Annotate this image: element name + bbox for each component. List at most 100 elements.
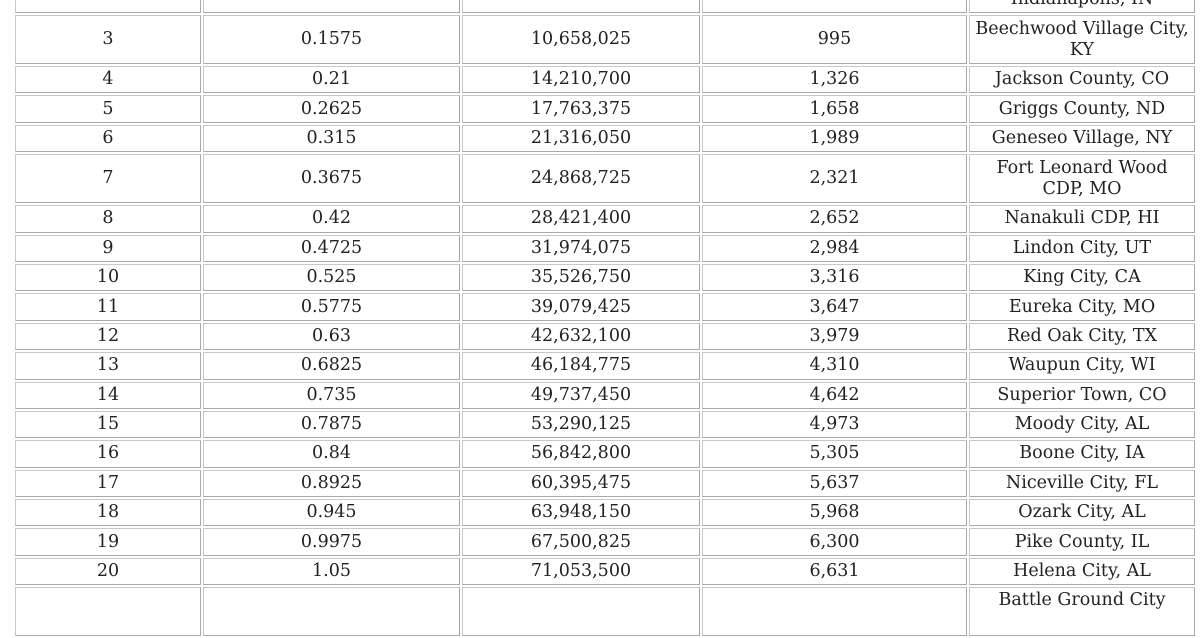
row-number-cell: 7 [15,154,201,204]
value-b-cell: 60,395,475 [462,469,700,498]
table-row: 16 0.84 56,842,800 5,305 Boone City, IA [15,440,1195,468]
value-a-cell: 0.84 [203,440,460,468]
table-row: 17 0.8925 60,395,475 5,637 Niceville City, F… [15,469,1195,498]
row-number-cell [15,0,201,13]
value-c-cell: 3,647 [702,293,967,321]
row-number-cell: 16 [15,440,201,468]
value-b-cell: 35,526,750 [462,263,700,292]
place-cell: Pike County, IL [969,528,1195,556]
place-cell: Lindon City, UT [969,234,1195,262]
table-row: 19 0.9975 67,500,825 6,300 Pike County, IL [15,528,1195,556]
value-b-cell [462,0,700,13]
place-cell: Red Oak City, TX [969,322,1195,351]
value-b-cell: 39,079,425 [462,293,700,321]
place-cell: Superior Town, CO [969,381,1195,409]
value-a-cell: 0.3675 [203,154,460,204]
value-a-cell: 0.63 [203,322,460,351]
table-row: 8 0.42 28,421,400 2,652 Nanakuli CDP, HI [15,205,1195,233]
place-cell: Beechwood Village City, KY [969,15,1195,64]
value-c-cell: 2,652 [702,205,967,233]
place-cell: Indianapolis, IN [969,0,1195,13]
row-number-cell: 14 [15,381,201,409]
place-cell: Fort Leonard Wood CDP, MO [969,154,1195,204]
value-a-cell: 0.8925 [203,469,460,498]
row-number-cell: 12 [15,322,201,351]
row-number-cell: 10 [15,263,201,292]
row-number-cell: 18 [15,499,201,527]
value-a-cell: 0.2625 [203,95,460,123]
value-c-cell: 3,979 [702,322,967,351]
table-row: Battle Ground City [15,587,1195,637]
row-number-cell: 19 [15,528,201,556]
value-a-cell: 0.4725 [203,234,460,262]
value-a-cell: 0.525 [203,263,460,292]
place-cell: Ozark City, AL [969,499,1195,527]
value-c-cell: 1,326 [702,66,967,94]
table-row: 7 0.3675 24,868,725 2,321 Fort Leonard Wood … [15,154,1195,204]
value-a-cell: 1.05 [203,557,460,586]
value-b-cell: 10,658,025 [462,15,700,64]
table-row: 15 0.7875 53,290,125 4,973 Moody City, AL [15,410,1195,439]
value-a-cell: 0.21 [203,66,460,94]
place-cell: Griggs County, ND [969,95,1195,123]
value-c-cell: 1,989 [702,124,967,153]
value-b-cell: 67,500,825 [462,528,700,556]
value-c-cell: 3,316 [702,263,967,292]
data-table: Indianapolis, IN 30.157510,658,025995Beec… [13,0,1197,638]
value-c-cell: 4,642 [702,381,967,409]
value-c-cell: 6,300 [702,528,967,556]
table-row: 9 0.4725 31,974,075 2,984 Lindon City, UT [15,234,1195,262]
value-b-cell: 31,974,075 [462,234,700,262]
value-a-cell: 0.6825 [203,352,460,380]
row-number-cell: 20 [15,557,201,586]
row-number-cell: 5 [15,95,201,123]
table-row: 6 0.315 21,316,050 1,989 Geneseo Village, NY [15,124,1195,153]
place-cell: Battle Ground City [969,587,1195,637]
place-cell: Helena City, AL [969,557,1195,586]
value-b-cell: 56,842,800 [462,440,700,468]
table-row: 13 0.6825 46,184,775 4,310 Waupun City, WI [15,352,1195,380]
value-a-cell: 0.9975 [203,528,460,556]
value-c-cell: 4,973 [702,410,967,439]
row-number-cell: 6 [15,124,201,153]
place-cell: Eureka City, MO [969,293,1195,321]
value-b-cell: 49,737,450 [462,381,700,409]
data-table-container: Indianapolis, IN 30.157510,658,025995Beec… [13,0,1195,638]
value-b-cell: 17,763,375 [462,95,700,123]
table-row: 20 1.05 71,053,500 6,631 Helena City, AL [15,557,1195,586]
value-c-cell: 5,637 [702,469,967,498]
table-row: 11 0.5775 39,079,425 3,647 Eureka City, MO [15,293,1195,321]
value-c-cell: 2,321 [702,154,967,204]
place-cell: Moody City, AL [969,410,1195,439]
value-a-cell [203,587,460,637]
value-a-cell: 0.5775 [203,293,460,321]
value-b-cell: 21,316,050 [462,124,700,153]
place-cell: Jackson County, CO [969,66,1195,94]
row-number-cell: 9 [15,234,201,262]
place-cell: Waupun City, WI [969,352,1195,380]
table-row: 4 0.21 14,210,700 1,326 Jackson County, CO [15,66,1195,94]
value-c-cell [702,0,967,13]
value-b-cell: 53,290,125 [462,410,700,439]
value-a-cell: 0.7875 [203,410,460,439]
table-row: 18 0.945 63,948,150 5,968 Ozark City, AL [15,499,1195,527]
value-c-cell: 1,658 [702,95,967,123]
table-row: 10 0.525 35,526,750 3,316 King City, CA [15,263,1195,292]
row-number-cell: 3 [15,15,201,64]
value-b-cell: 42,632,100 [462,322,700,351]
value-c-cell: 5,968 [702,499,967,527]
value-a-cell [203,0,460,13]
table-row: 12 0.63 42,632,100 3,979 Red Oak City, TX [15,322,1195,351]
value-a-cell: 0.42 [203,205,460,233]
value-b-cell: 63,948,150 [462,499,700,527]
value-a-cell: 0.945 [203,499,460,527]
value-b-cell: 46,184,775 [462,352,700,380]
row-number-cell: 17 [15,469,201,498]
value-b-cell: 14,210,700 [462,66,700,94]
row-number-cell: 4 [15,66,201,94]
value-b-cell: 28,421,400 [462,205,700,233]
value-a-cell: 0.315 [203,124,460,153]
value-b-cell [462,587,700,637]
value-c-cell: 5,305 [702,440,967,468]
value-a-cell: 0.735 [203,381,460,409]
